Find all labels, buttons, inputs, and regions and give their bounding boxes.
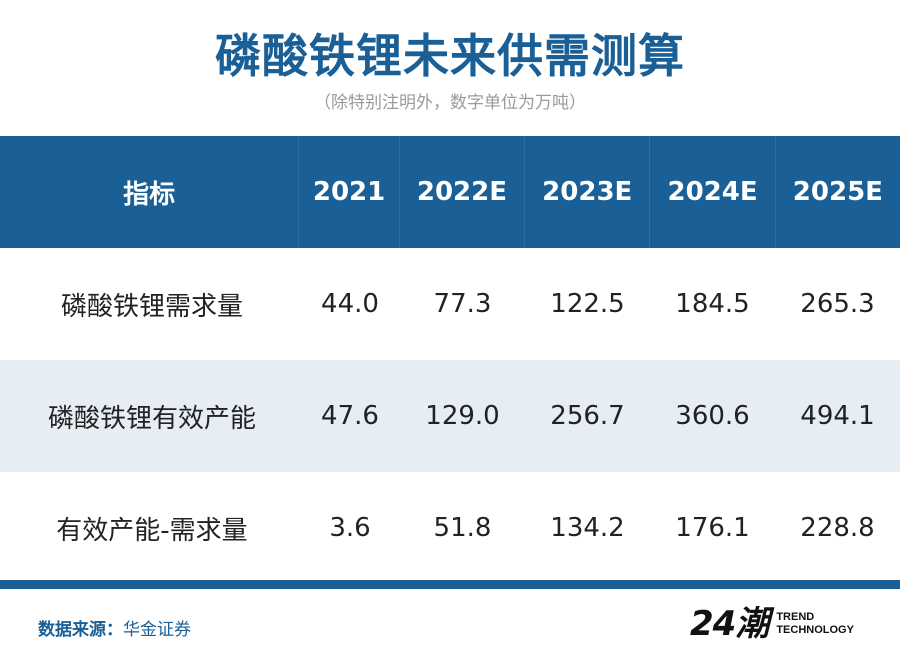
table-cell: 77.3	[433, 289, 492, 319]
logo-text: TREND TECHNOLOGY	[776, 611, 854, 637]
table-cell: 184.5	[675, 289, 750, 319]
table-cell: 47.6	[321, 401, 379, 431]
table-cell: 44.0	[321, 289, 379, 319]
table-cell: 134.2	[550, 513, 625, 543]
table-cell: 228.8	[800, 513, 875, 543]
table-cell: 51.8	[433, 513, 492, 543]
table-header-row: 指标 2021 2022E 2023E 2024E 2025E	[0, 136, 900, 248]
source-value: 华金证券	[123, 620, 191, 640]
header-cell-2022e: 2022E	[400, 136, 526, 248]
page-title: 磷酸铁锂未来供需测算	[215, 29, 685, 83]
table-cell: 3.6	[329, 513, 371, 543]
bottom-divider	[0, 580, 900, 589]
table-cell: 122.5	[550, 289, 625, 319]
table-row: 有效产能-需求量 3.6 51.8 134.2 176.1 228.8	[0, 472, 900, 584]
header-cell-2021: 2021	[299, 136, 400, 248]
table-cell: 360.6	[675, 401, 750, 431]
table-cell: 129.0	[425, 401, 500, 431]
table-cell: 494.1	[800, 401, 875, 431]
brand-logo: 24潮 TREND TECHNOLOGY	[690, 604, 854, 644]
table-row: 磷酸铁锂有效产能 47.6 129.0 256.7 360.6 494.1	[0, 360, 900, 472]
table-cell: 265.3	[800, 289, 875, 319]
row-label: 磷酸铁锂有效产能	[47, 403, 256, 434]
page-subtitle: （除特别注明外，数字单位为万吨）	[314, 93, 586, 113]
source-note: 数据来源：华金证券	[38, 619, 191, 641]
logo-text-line1: TREND	[776, 611, 815, 623]
logo-mark: 24潮	[690, 604, 769, 644]
table-row: 磷酸铁锂需求量 44.0 77.3 122.5 184.5 265.3	[0, 248, 900, 360]
header-cell-indicator: 指标	[0, 136, 300, 248]
row-label: 磷酸铁锂需求量	[60, 291, 243, 322]
source-label: 数据来源：	[38, 620, 123, 640]
row-label: 有效产能-需求量	[56, 515, 248, 546]
header-cell-2023e: 2023E	[525, 136, 651, 248]
logo-text-line2: TECHNOLOGY	[776, 624, 854, 636]
table-cell: 176.1	[675, 513, 750, 543]
data-table: 指标 2021 2022E 2023E 2024E 2025E 磷酸铁锂需求量 …	[0, 136, 900, 584]
table-cell: 256.7	[550, 401, 625, 431]
header-cell-2024e: 2024E	[650, 136, 776, 248]
header-cell-2025e: 2025E	[792, 177, 883, 207]
